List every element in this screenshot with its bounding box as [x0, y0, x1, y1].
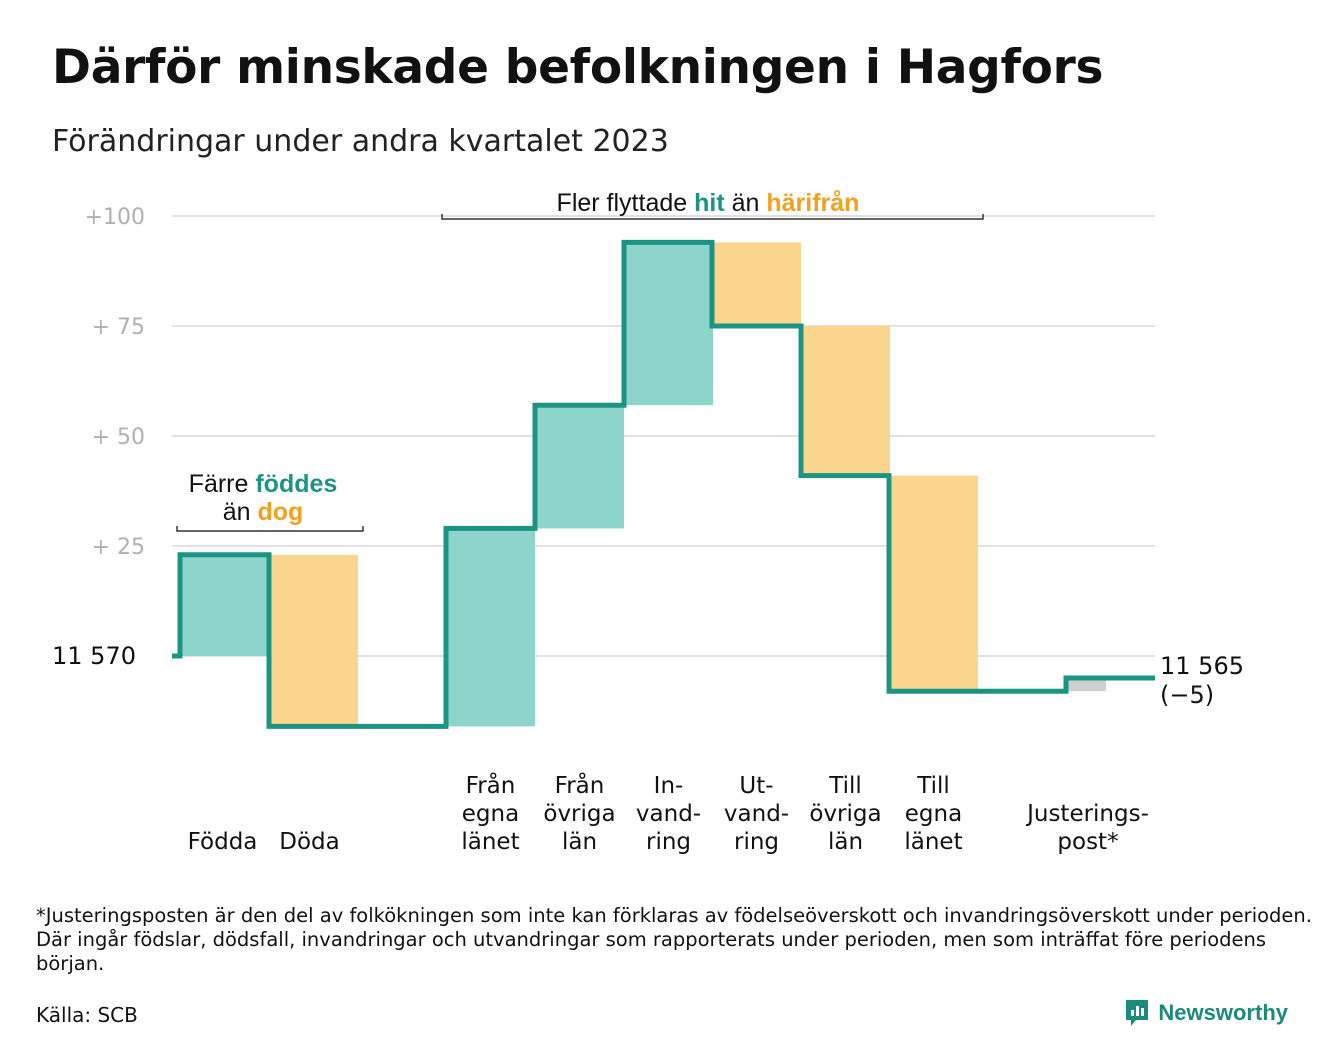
end-value-label: 11 565: [1160, 652, 1244, 680]
newsworthy-logo-icon: [1126, 1000, 1149, 1026]
waterfall-bar: [889, 475, 978, 692]
x-category-label: Döda: [279, 829, 339, 855]
waterfall-bar: [624, 242, 713, 406]
x-category-label: Ut-vand-ring: [724, 773, 789, 855]
chart-title: Därför minskade befolkningen i Hagfors: [52, 40, 1104, 95]
newsworthy-logo: Newsworthy: [1124, 998, 1288, 1028]
waterfall-bar: [801, 326, 890, 476]
step-line: [172, 239, 1155, 729]
annotation-births-deaths: Färre föddes än dog: [189, 470, 338, 526]
annotation-bracket-migration: [441, 214, 984, 220]
x-category-label: Födda: [188, 829, 258, 855]
waterfall-bar: [180, 554, 269, 656]
x-category-label: Till övriga län: [809, 773, 881, 855]
labels: + 25 + 50 + 75 +100 Födda Döda Från egna länet Fr…: [52, 189, 1244, 855]
y-tick-label: + 50: [92, 425, 145, 450]
end-change-label: (−5): [1160, 681, 1214, 709]
annotation-migration: Fler flyttade hit än härifrån: [557, 189, 860, 217]
y-tick-label: +100: [85, 205, 145, 230]
bars: [180, 242, 1106, 727]
start-value-label: 11 570: [52, 642, 136, 670]
waterfall-bar: [1066, 678, 1106, 692]
y-tick-label: + 25: [92, 535, 145, 560]
chart-subtitle: Förändringar under andra kvartalet 2023: [52, 124, 669, 159]
waterfall-bar: [712, 242, 801, 326]
waterfall-chart: + 25 + 50 + 75 +100 Födda Döda Från egna länet Fr…: [52, 189, 1244, 855]
x-category-label: Justerings-post*: [1025, 801, 1149, 855]
step-line-layer: [172, 239, 1155, 729]
x-category-label: Från övriga län: [543, 771, 615, 855]
x-category-label: Från egna länet: [461, 771, 519, 855]
waterfall-bar: [269, 554, 358, 727]
waterfall-bar: [535, 405, 624, 529]
x-category-label: Till egna länet: [904, 773, 962, 855]
source-note: Källa: SCB: [36, 1003, 138, 1027]
x-category-label: In-vand-ring: [636, 773, 701, 855]
annotation-bracket-births: [176, 526, 364, 532]
waterfall-bar: [446, 528, 535, 727]
footnote: *Justeringsposten är den del av folkökni…: [36, 904, 1312, 975]
newsworthy-logo-text: Newsworthy: [1158, 1000, 1288, 1025]
y-tick-label: + 75: [92, 315, 145, 340]
